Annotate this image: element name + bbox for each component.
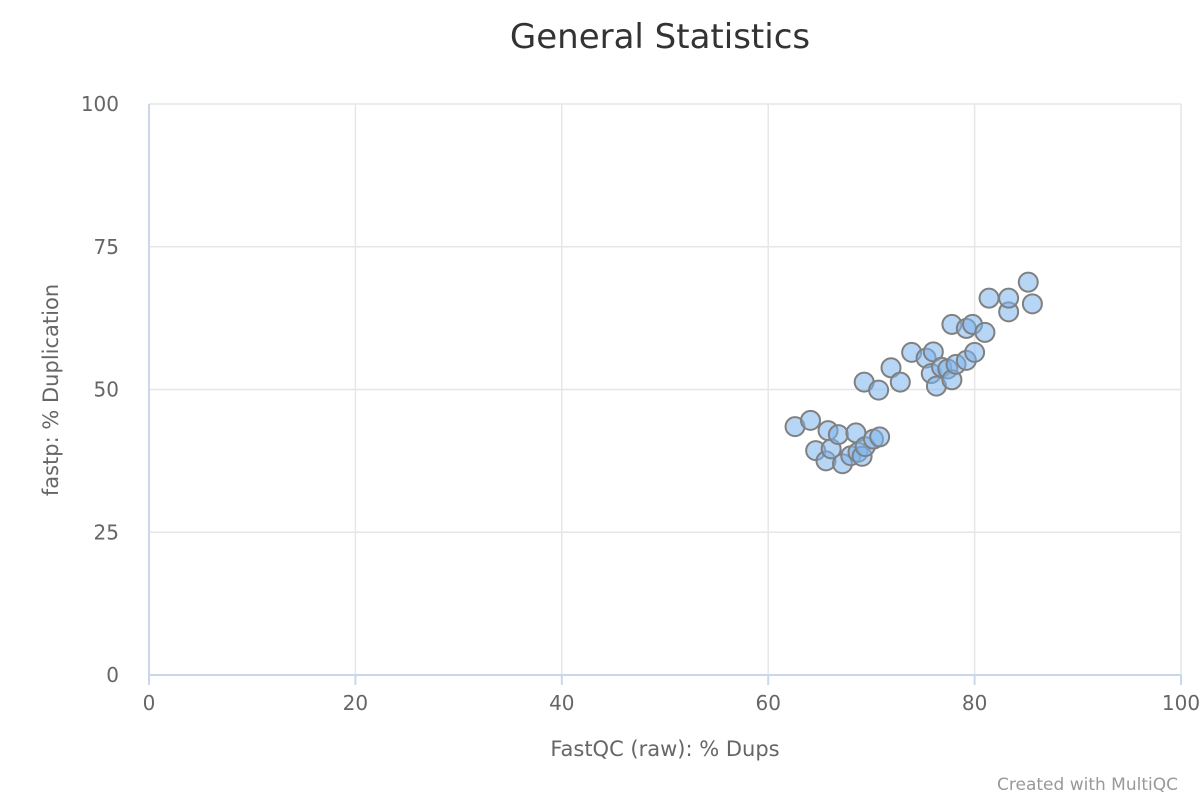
data-point [800, 409, 822, 431]
x-tick-label: 40 [549, 691, 574, 715]
data-point [974, 321, 996, 343]
x-tick-label: 60 [755, 691, 780, 715]
data-point [889, 371, 911, 393]
data-point [1021, 293, 1043, 315]
y-tick-label: 75 [94, 235, 119, 259]
chart-title: General Statistics [510, 17, 810, 57]
x-tick-label: 80 [962, 691, 987, 715]
data-point [868, 379, 890, 401]
data-point [964, 341, 986, 363]
x-axis-title: FastQC (raw): % Dups [550, 737, 779, 761]
y-tick-label: 0 [106, 663, 119, 687]
data-point [827, 424, 849, 446]
y-tick-label: 50 [94, 378, 119, 402]
data-point [869, 426, 891, 448]
y-tick-label: 25 [94, 520, 119, 544]
x-tick-label: 0 [143, 691, 156, 715]
axes-layer: 0 20 40 60 80 100 0 25 50 75 100 [81, 92, 1200, 715]
data-point [998, 287, 1020, 309]
y-axis-title: fastp: % Duplication [39, 284, 63, 496]
x-tick-label: 20 [343, 691, 368, 715]
data-point [978, 287, 1000, 309]
x-tick-label: 100 [1162, 691, 1200, 715]
credit-text: Created with MultiQC [997, 775, 1178, 795]
data-point [1017, 271, 1039, 293]
points-layer [784, 271, 1043, 475]
y-tick-label: 100 [81, 92, 119, 116]
